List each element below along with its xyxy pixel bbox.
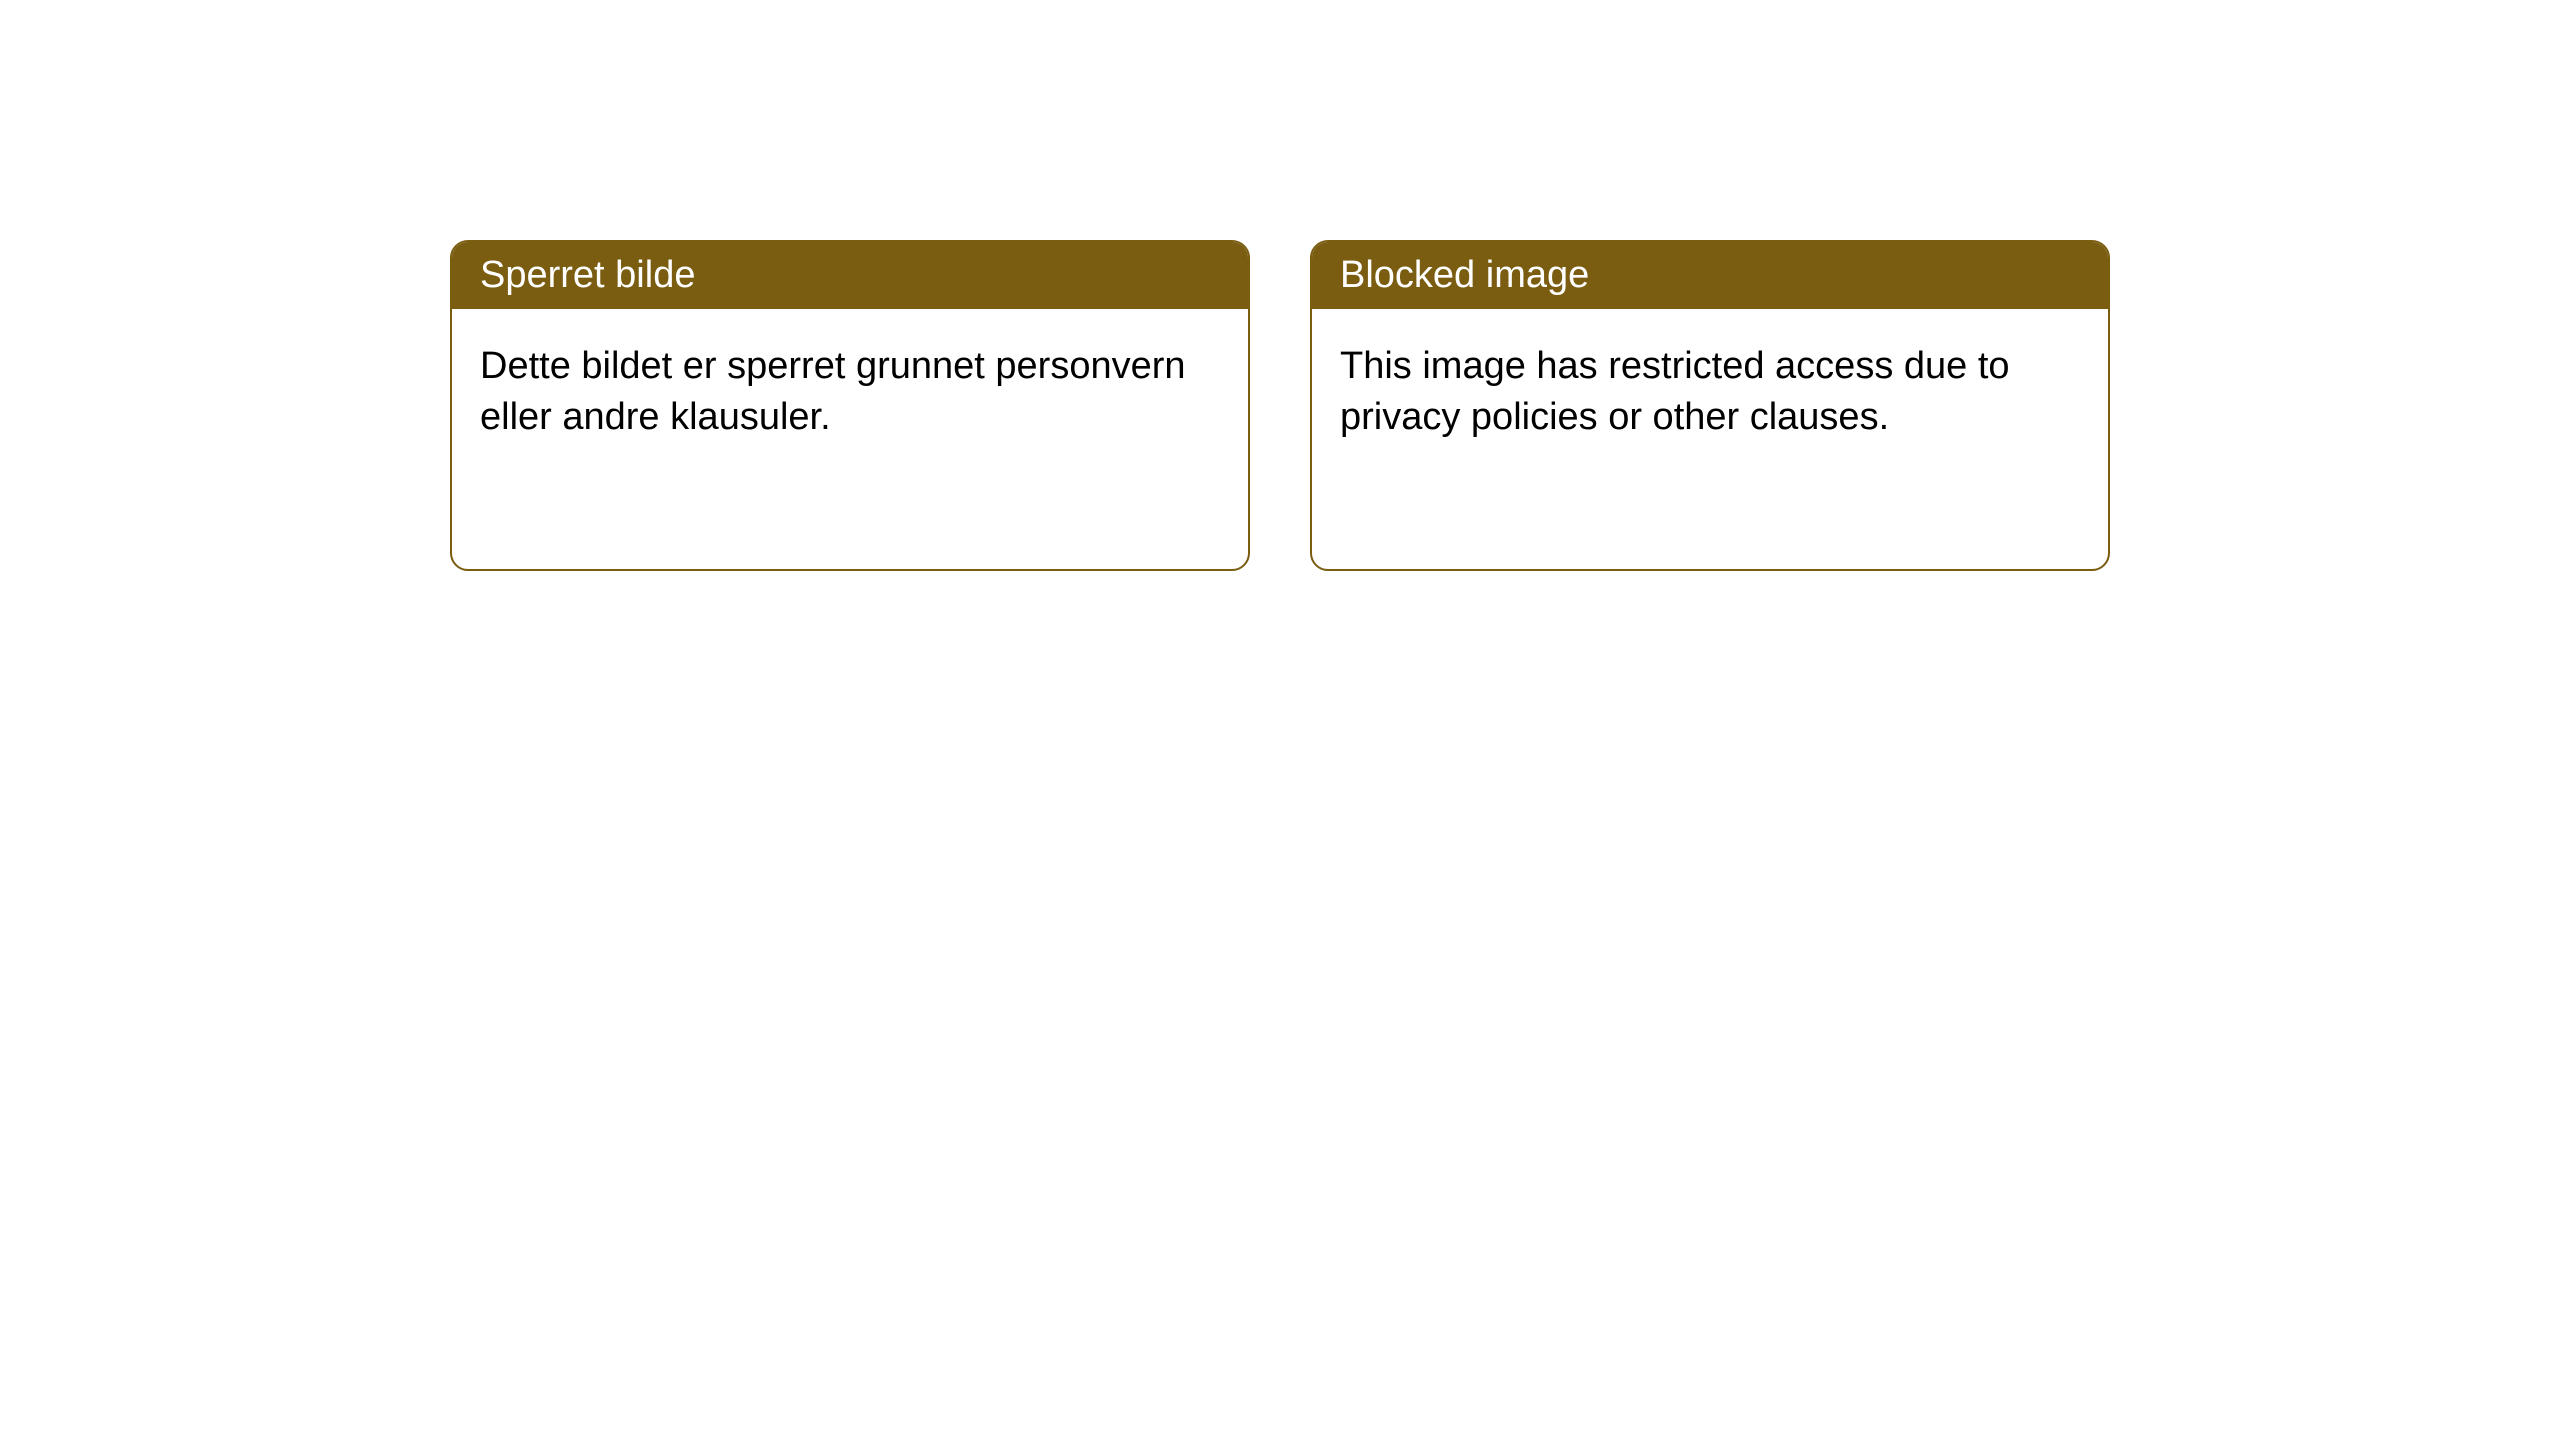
card-header: Blocked image: [1312, 242, 2108, 309]
card-header: Sperret bilde: [452, 242, 1248, 309]
card-body-text: This image has restricted access due to …: [1340, 345, 2010, 438]
card-body: Dette bildet er sperret grunnet personve…: [452, 309, 1248, 569]
card-body-text: Dette bildet er sperret grunnet personve…: [480, 345, 1186, 438]
blocked-image-card-en: Blocked image This image has restricted …: [1310, 240, 2110, 571]
card-container: Sperret bilde Dette bildet er sperret gr…: [0, 0, 2560, 571]
blocked-image-card-no: Sperret bilde Dette bildet er sperret gr…: [450, 240, 1250, 571]
card-title: Blocked image: [1340, 254, 1589, 296]
card-title: Sperret bilde: [480, 254, 695, 296]
card-body: This image has restricted access due to …: [1312, 309, 2108, 569]
